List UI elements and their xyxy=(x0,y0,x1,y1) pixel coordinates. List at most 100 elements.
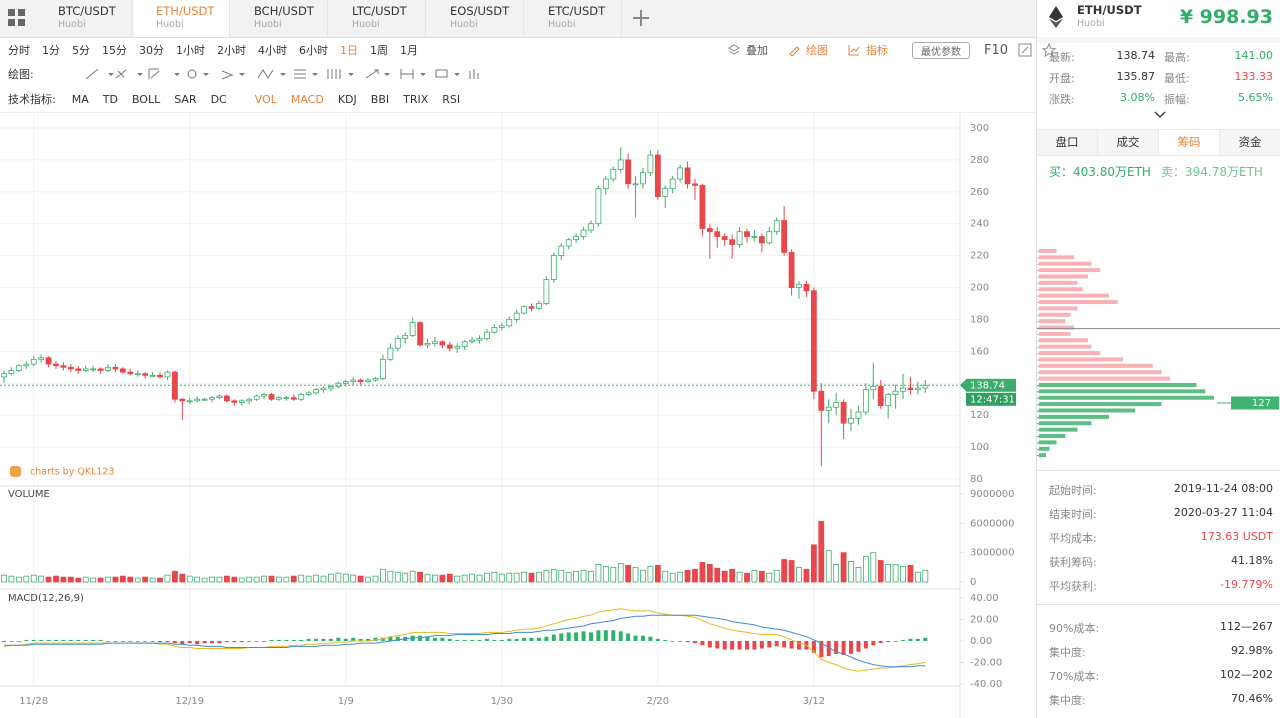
candle-body xyxy=(424,342,431,346)
tab[interactable]: BCH/USDT Huobi xyxy=(232,0,328,37)
timeframe[interactable]: 6小时 xyxy=(299,44,328,57)
macd-bar xyxy=(752,641,757,650)
volume-bar xyxy=(550,568,557,583)
last-price-label: 138.74 xyxy=(970,380,1005,391)
volume-bar xyxy=(855,566,862,583)
macd-bar xyxy=(106,641,111,642)
candle-body xyxy=(677,167,684,180)
timeframe[interactable]: 2小时 xyxy=(217,44,246,57)
timeframe[interactable]: 1分 xyxy=(42,44,60,57)
chip-bar xyxy=(1039,370,1162,375)
candle-body xyxy=(543,279,550,304)
tab[interactable]: ETC/USDT Huobi xyxy=(526,0,622,37)
timeframe[interactable]: 30分 xyxy=(139,44,164,57)
volume-bar xyxy=(127,576,134,583)
indicator[interactable]: 指标 xyxy=(866,44,888,57)
timeframe[interactable]: 1小时 xyxy=(176,44,205,57)
macd-bar xyxy=(321,638,326,641)
volume-bar xyxy=(23,575,30,583)
expand-chevron[interactable] xyxy=(1154,110,1166,120)
volume-bar xyxy=(573,570,580,583)
timeframe[interactable]: 15分 xyxy=(102,44,127,57)
volume-bar xyxy=(119,575,126,583)
fullscreen-icon[interactable] xyxy=(1018,43,1032,57)
panel-tab[interactable]: 成交 xyxy=(1098,130,1159,155)
f10[interactable]: F10 xyxy=(984,42,1009,58)
macd-bar xyxy=(262,641,267,642)
volume-bar xyxy=(157,577,163,583)
watermark-logo xyxy=(10,466,21,477)
indicator-option[interactable]: TRIX xyxy=(403,92,429,106)
tab-exchange: Huobi xyxy=(58,19,86,30)
ticker-price: ¥ 998.93 xyxy=(1179,6,1273,28)
macd-bar xyxy=(730,641,735,650)
indicator-option[interactable]: DC xyxy=(210,92,227,106)
volume-bar xyxy=(692,568,698,583)
candle-body xyxy=(528,306,535,309)
add-tab[interactable] xyxy=(632,9,650,27)
timeframe[interactable]: 5分 xyxy=(72,44,90,57)
last-price-pointer xyxy=(960,379,966,392)
draw[interactable]: 绘图 xyxy=(806,44,828,57)
menu-icon[interactable] xyxy=(8,9,26,27)
volume-bar xyxy=(313,574,319,583)
macd-bar xyxy=(722,641,727,650)
candle-body xyxy=(253,395,260,400)
macd-bar xyxy=(276,639,281,641)
indicator-option[interactable]: TD xyxy=(102,92,118,106)
panel-tab[interactable]: 盘口 xyxy=(1037,130,1098,155)
best-params-button[interactable]: 最优参数 xyxy=(912,41,970,59)
panel-tab[interactable]: 筹码 xyxy=(1159,130,1220,155)
ticker-exchange: Huobi xyxy=(1077,18,1105,29)
indicator-option[interactable]: SAR xyxy=(174,92,197,106)
volume-bar xyxy=(528,572,535,583)
timeframe[interactable]: 分时 xyxy=(8,44,30,57)
macd-bar xyxy=(670,641,675,642)
drawing-tools[interactable] xyxy=(44,66,484,82)
chip-bar xyxy=(1039,389,1206,394)
tab[interactable]: ETH/USDT Huobi xyxy=(134,0,230,37)
candle-body xyxy=(877,386,884,407)
indicator-option[interactable]: MACD xyxy=(290,92,324,106)
volume-bar xyxy=(246,576,253,583)
timeframe[interactable]: 1周 xyxy=(370,44,388,57)
info-label: 集中度: xyxy=(1049,694,1086,707)
indicator-option[interactable]: RSI xyxy=(442,92,461,106)
indicator-option[interactable]: BOLL xyxy=(131,92,161,106)
volume-bar xyxy=(840,552,847,583)
timeframe[interactable]: 1日 xyxy=(340,44,358,57)
panel-tab[interactable]: 资金 xyxy=(1220,130,1280,155)
macd-bar xyxy=(611,630,616,641)
candle-body xyxy=(276,397,282,400)
indicator-option[interactable]: KDJ xyxy=(337,92,357,106)
volume-bar xyxy=(744,572,750,583)
overlay[interactable]: 叠加 xyxy=(746,44,768,57)
y-tick-label: 180 xyxy=(970,314,989,325)
stat-label: 开盘: xyxy=(1049,72,1075,85)
macd-bar xyxy=(633,635,638,641)
candle-body xyxy=(246,398,253,402)
macd-bar xyxy=(507,638,512,641)
candle-body xyxy=(684,167,691,185)
indicator-option[interactable]: VOL xyxy=(254,92,277,106)
indicator-option[interactable]: MA xyxy=(71,92,89,106)
countdown: 12:47:31 xyxy=(970,394,1015,405)
candle-body xyxy=(744,231,750,237)
candle-body xyxy=(781,220,788,253)
volume-bar xyxy=(8,575,15,583)
star-icon[interactable] xyxy=(1042,43,1057,57)
chip-bar xyxy=(1039,248,1057,253)
tab[interactable]: BTC/USDT Huobi xyxy=(36,0,132,37)
tab[interactable]: EOS/USDT Huobi xyxy=(428,0,524,37)
tab-exchange: Huobi xyxy=(156,19,184,30)
timeframe[interactable]: 4小时 xyxy=(258,44,287,57)
macd-bar xyxy=(314,638,319,641)
timeframe[interactable]: 1月 xyxy=(400,44,418,57)
volume-bar xyxy=(15,576,22,583)
candle-body xyxy=(380,358,386,379)
macd-bar xyxy=(908,638,913,641)
stat-label: 最高: xyxy=(1164,51,1190,64)
tab[interactable]: LTC/USDT Huobi xyxy=(330,0,426,37)
indicator-option[interactable]: BBI xyxy=(370,92,390,106)
